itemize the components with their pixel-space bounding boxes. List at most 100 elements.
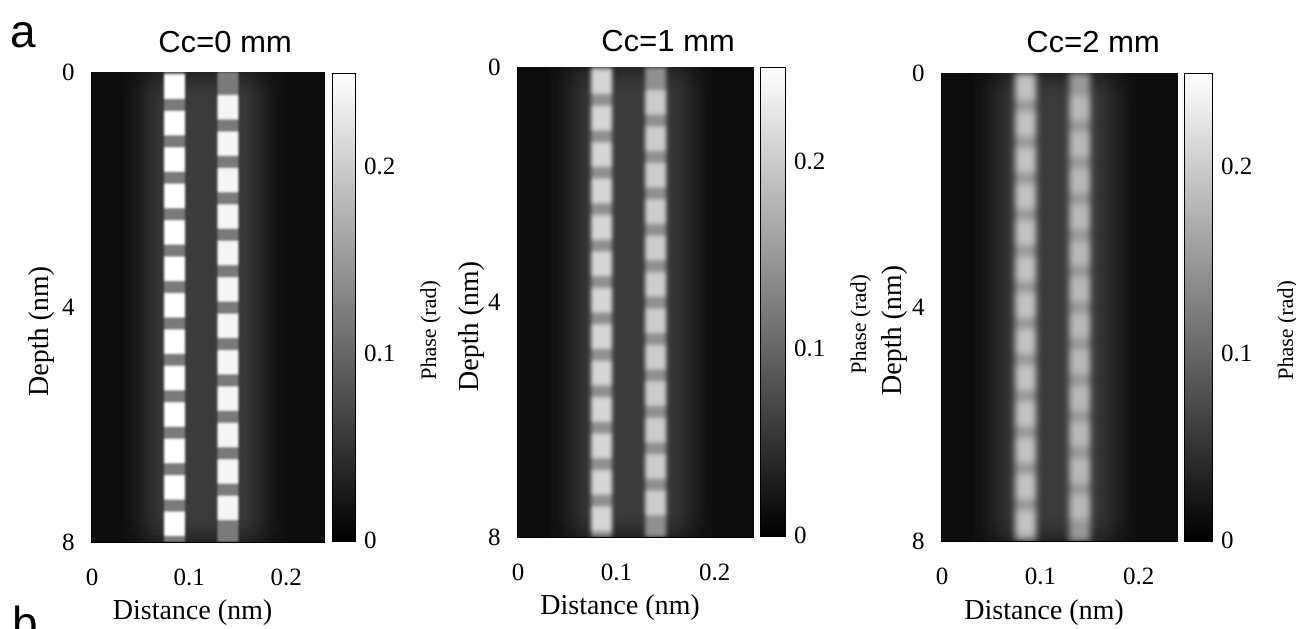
- atom-spot: [1015, 184, 1037, 209]
- colorbar-tick-label: 0.1: [1221, 340, 1253, 368]
- atom-spot: [1069, 241, 1091, 266]
- atom-spot: [645, 272, 667, 297]
- heatmap-image: [92, 72, 325, 542]
- atom-columns: [1015, 73, 1091, 541]
- panel-title: Cc=1 mm: [601, 23, 735, 58]
- x-tick-label: 0.2: [270, 564, 302, 591]
- atom-spot: [591, 215, 613, 240]
- atom-spot: [591, 178, 613, 203]
- colorbar-tick-label: 0.2: [794, 147, 826, 175]
- y-tick-label: 8: [912, 528, 925, 555]
- atom-spot: [1069, 277, 1091, 302]
- x-axis-label: Distance (nm): [112, 595, 273, 626]
- x-tick-label: 0.2: [699, 559, 731, 586]
- x-tick-label: 0.1: [600, 559, 632, 586]
- heatmap-svg: [92, 72, 325, 542]
- column-halo: [145, 72, 262, 542]
- atom-spot: [164, 511, 186, 536]
- panel-letter-b: b: [12, 600, 38, 629]
- y-tick-label: 0: [912, 60, 925, 87]
- atom-spot: [217, 168, 239, 193]
- atom-spot: [1015, 111, 1037, 136]
- atom-columns: [164, 72, 239, 542]
- atom-spot: [1069, 204, 1091, 229]
- x-tick-label: 0.2: [1123, 563, 1155, 590]
- atom-spot: [164, 220, 186, 245]
- atom-spot: [217, 313, 239, 338]
- atom-spot: [1015, 438, 1037, 463]
- colorbar-tick-label: 0: [364, 527, 377, 554]
- column-halo: [996, 73, 1115, 541]
- atom-columns: [591, 67, 667, 537]
- atom-spot: [645, 199, 667, 224]
- atom-spot: [217, 131, 239, 156]
- atom-spot: [645, 90, 667, 115]
- atom-spot: [591, 288, 613, 313]
- atom-spot: [217, 240, 239, 265]
- y-tick-label: 4: [912, 294, 925, 321]
- atom-spot: [1015, 365, 1037, 390]
- colorbar: [332, 73, 356, 542]
- atom-spot: [591, 324, 613, 349]
- atom-spot: [591, 361, 613, 386]
- atom-spot: [217, 277, 239, 302]
- atom-spot: [645, 235, 667, 260]
- atom-spot: [164, 111, 186, 136]
- y-tick-label: 4: [62, 294, 75, 321]
- atom-spot: [164, 475, 186, 500]
- atom-spot: [1069, 349, 1091, 374]
- panel-title: Cc=2 mm: [1026, 24, 1160, 59]
- atom-spot: [1015, 474, 1037, 499]
- atom-spot: [217, 423, 239, 448]
- atom-spot: [645, 308, 667, 333]
- x-tick-label: 0.1: [1024, 563, 1056, 590]
- column-halo: [572, 67, 691, 537]
- y-tick-label: 0: [488, 54, 501, 81]
- atom-spot: [591, 142, 613, 167]
- x-tick-label: 0: [511, 559, 525, 586]
- panel-letter-a: a: [10, 5, 36, 57]
- y-tick-label: 8: [488, 524, 501, 551]
- atom-spot: [1015, 256, 1037, 281]
- y-axis-label: Depth (nm): [24, 265, 55, 396]
- atom-spot: [645, 345, 667, 370]
- atom-spot: [1069, 168, 1091, 193]
- x-tick-label: 0: [935, 563, 949, 590]
- x-tick-label: 0.1: [173, 564, 205, 591]
- atom-spot: [164, 438, 186, 463]
- x-axis-label: Distance (nm): [964, 595, 1124, 626]
- atom-spot: [645, 454, 667, 479]
- atom-spot: [164, 293, 186, 318]
- heatmap-svg: [942, 73, 1178, 541]
- heatmap-svg: [518, 67, 754, 537]
- y-tick-label: 8: [62, 529, 75, 556]
- y-tick-label: 0: [62, 59, 75, 86]
- atom-spot: [1069, 422, 1091, 447]
- atom-spot: [591, 470, 613, 495]
- atom-spot: [1069, 132, 1091, 157]
- colorbar-tick-label: 0.1: [364, 340, 396, 368]
- atom-spot: [645, 418, 667, 443]
- atom-spot: [217, 459, 239, 484]
- atom-spot: [217, 350, 239, 375]
- colorbar-tick-label: 0: [1221, 527, 1234, 554]
- atom-spot: [164, 256, 186, 281]
- atom-spot: [1069, 458, 1091, 483]
- y-tick-label: 4: [488, 289, 501, 316]
- atom-spot: [1069, 96, 1091, 121]
- atom-spot: [1015, 293, 1037, 318]
- atom-spot: [591, 506, 613, 531]
- atom-spot: [1015, 220, 1037, 245]
- atom-spot: [1069, 313, 1091, 338]
- atom-spot: [1015, 329, 1037, 354]
- atom-spot: [591, 69, 613, 94]
- atom-spot: [1069, 386, 1091, 411]
- atom-spot: [164, 74, 186, 99]
- colorbar-tick-label: 0: [794, 522, 807, 549]
- x-tick-label: 0: [85, 564, 99, 591]
- atom-spot: [591, 397, 613, 422]
- y-axis-label: Depth (nm): [877, 265, 908, 396]
- colorbar: [760, 67, 786, 537]
- atom-spot: [591, 106, 613, 131]
